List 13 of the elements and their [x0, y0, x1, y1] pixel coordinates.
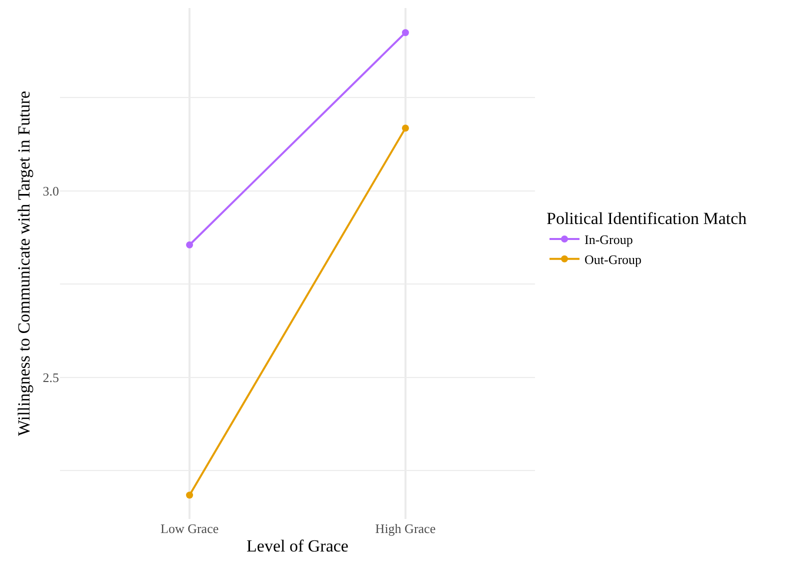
legend-label: In-Group	[584, 232, 633, 248]
point	[402, 29, 409, 36]
legend-title: Political Identification Match	[546, 209, 748, 228]
y-tick-label: 2.5	[42, 370, 59, 385]
x-axis-title: Level of Grace	[246, 536, 348, 556]
point	[186, 241, 194, 248]
y-axis-title: Willingness to Communicate with Target in Future	[14, 90, 34, 436]
x-tick-label: High Grace	[375, 521, 436, 536]
legend-label: Out-Group	[584, 252, 642, 267]
y-tick-label: 3.0	[42, 183, 59, 198]
point	[186, 492, 194, 499]
x-tick-label: Low Grace	[160, 521, 219, 536]
point	[402, 124, 409, 132]
